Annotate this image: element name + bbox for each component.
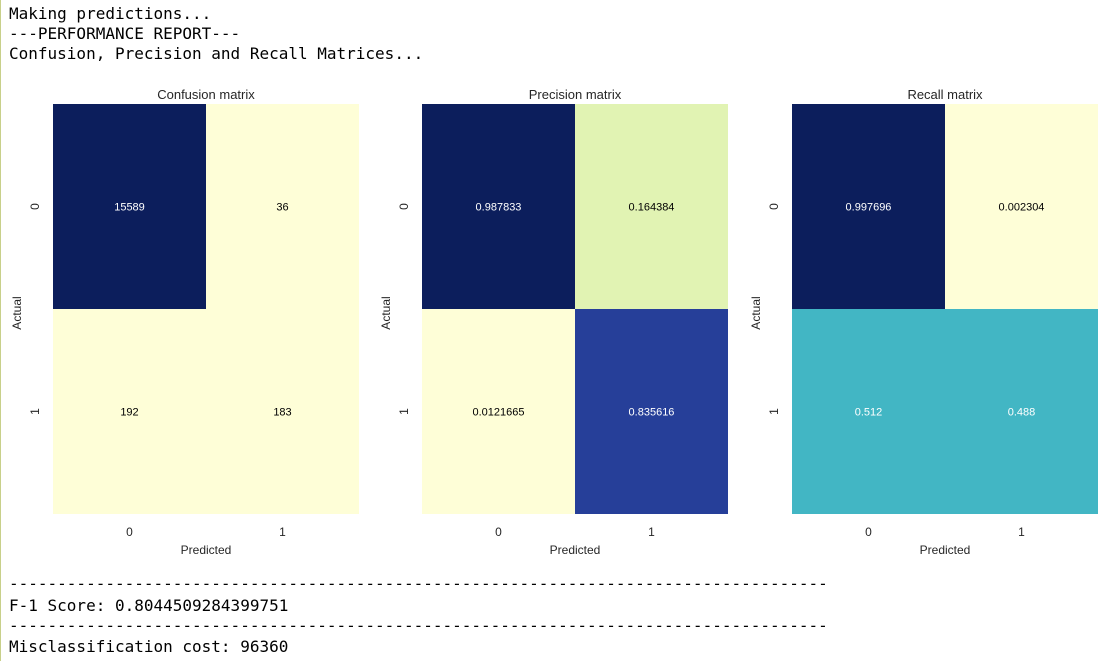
confusion-cell-label-0-1: 36 [276, 202, 288, 214]
precision-cell-label-0-1: 0.164384 [629, 202, 675, 214]
recall-cell-label-0-1: 0.002304 [999, 202, 1045, 214]
precision-cell-label-1-0: 0.0121665 [473, 407, 525, 419]
recall-y-tick-0: 0 [767, 203, 781, 210]
confusion-y-tick-1: 1 [28, 408, 42, 415]
console-line-making-predictions: Making predictions... [9, 4, 212, 23]
recall-matrix-panel: Recall matrix 0.997696 0.002304 0.512 0.488 0… [749, 87, 1098, 557]
confusion-cell-label-0-0: 15589 [114, 202, 145, 214]
precision-y-tick-0: 0 [397, 203, 411, 210]
heatmap-figure: Confusion matrix 15589 36 192 183 0 1 0 1 Predict… [10, 87, 1098, 557]
precision-cell-label-1-1: 0.835616 [629, 407, 675, 419]
misclassification-cost-line: Misclassification cost: 96360 [9, 637, 289, 656]
console-line-matrices: Confusion, Precision and Recall Matrices… [9, 44, 424, 63]
recall-x-tick-0: 0 [865, 525, 872, 539]
recall-matrix-title: Recall matrix [907, 87, 983, 102]
recall-cell-1-1 [945, 309, 1098, 514]
confusion-cell-0-1 [206, 104, 359, 309]
precision-x-axis-label: Predicted [550, 543, 601, 557]
confusion-cell-0-0 [53, 104, 206, 309]
confusion-x-axis-label: Predicted [181, 543, 232, 557]
recall-x-tick-1: 1 [1018, 525, 1025, 539]
console-separator: ----------------------------------------… [9, 574, 828, 593]
recall-y-tick-1: 1 [767, 408, 781, 415]
confusion-matrix-title: Confusion matrix [157, 87, 255, 102]
precision-matrix-panel: Precision matrix 0.987833 0.164384 0.012166… [379, 87, 728, 557]
confusion-cell-1-1 [206, 309, 359, 514]
output-cell-left-border [0, 0, 1, 661]
recall-cell-label-0-0: 0.997696 [846, 202, 892, 214]
confusion-cell-1-0 [53, 309, 206, 514]
recall-y-axis-label: Actual [749, 296, 763, 329]
precision-cell-0-1 [575, 104, 728, 309]
recall-cell-1-0 [792, 309, 945, 514]
precision-cell-1-0 [422, 309, 575, 514]
precision-cell-label-0-0: 0.987833 [476, 202, 522, 214]
precision-cell-0-0 [422, 104, 575, 309]
confusion-x-tick-0: 0 [126, 525, 133, 539]
confusion-cell-label-1-0: 192 [120, 407, 138, 419]
precision-x-tick-1: 1 [648, 525, 655, 539]
recall-cell-label-1-1: 0.488 [1008, 407, 1036, 419]
precision-cell-1-1 [575, 309, 728, 514]
confusion-matrix-panel: Confusion matrix 15589 36 192 183 0 1 0 1 Predict… [10, 87, 359, 557]
confusion-y-axis-label: Actual [10, 296, 24, 329]
console-line-performance-report: ---PERFORMANCE REPORT--- [9, 24, 241, 43]
f1-score-line: F-1 Score: 0.8044509284399751 [9, 596, 289, 615]
recall-cell-label-1-0: 0.512 [855, 407, 883, 419]
precision-y-axis-label: Actual [379, 296, 393, 329]
recall-cell-0-1 [945, 104, 1098, 309]
precision-matrix-title: Precision matrix [529, 87, 622, 102]
precision-y-tick-1: 1 [397, 408, 411, 415]
recall-x-axis-label: Predicted [920, 543, 971, 557]
console-separator: ----------------------------------------… [9, 616, 828, 635]
confusion-cell-label-1-1: 183 [273, 407, 291, 419]
recall-cell-0-0 [792, 104, 945, 309]
confusion-x-tick-1: 1 [279, 525, 286, 539]
confusion-y-tick-0: 0 [28, 203, 42, 210]
precision-x-tick-0: 0 [495, 525, 502, 539]
